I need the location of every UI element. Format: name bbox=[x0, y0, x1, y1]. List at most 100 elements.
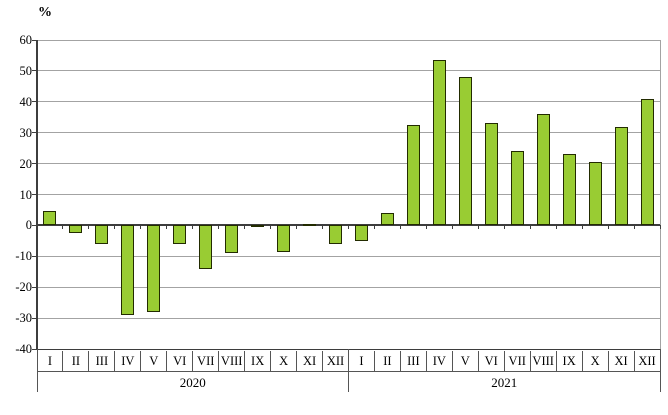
x-axis-tick bbox=[62, 225, 64, 230]
y-axis-tick bbox=[32, 132, 37, 134]
x-axis-tick bbox=[348, 225, 349, 230]
month-label: I bbox=[47, 354, 53, 368]
month-label: VI bbox=[484, 354, 498, 368]
x-axis-tick bbox=[218, 225, 220, 230]
month-label: II bbox=[71, 354, 81, 368]
bar-2020-VIII bbox=[225, 225, 239, 254]
month-label: XI bbox=[614, 354, 628, 368]
x-axis-tick bbox=[529, 225, 531, 230]
y-tick-label: 30 bbox=[19, 125, 33, 140]
gridline bbox=[37, 163, 660, 165]
year-group-separator bbox=[659, 349, 661, 392]
month-label: VII bbox=[197, 354, 215, 368]
y-axis-tick bbox=[32, 317, 37, 319]
x-axis-tick bbox=[166, 225, 168, 230]
y-axis-tick bbox=[32, 255, 37, 257]
bar-2021-XII bbox=[640, 98, 654, 226]
month-separator bbox=[62, 351, 64, 371]
month-separator bbox=[218, 351, 220, 371]
x-axis-tick bbox=[555, 225, 557, 230]
month-label: IV bbox=[432, 354, 446, 368]
month-separator bbox=[373, 351, 375, 371]
bar-2021-VI bbox=[484, 123, 498, 226]
x-axis-tick bbox=[322, 225, 324, 230]
x-axis-tick bbox=[581, 225, 583, 230]
gridline bbox=[37, 194, 660, 195]
y-axis-tick bbox=[32, 101, 37, 103]
bar-2021-I bbox=[354, 225, 368, 241]
month-separator bbox=[581, 351, 583, 371]
y-axis-tick bbox=[32, 39, 37, 41]
y-tick-label: -10 bbox=[15, 249, 32, 264]
bar-2020-V bbox=[147, 225, 161, 312]
x-axis-tick bbox=[425, 225, 427, 230]
month-separator bbox=[296, 351, 298, 371]
bar-2020-IV bbox=[121, 225, 135, 315]
month-separator bbox=[451, 351, 453, 371]
month-separator bbox=[555, 351, 557, 371]
y-tick-label: -40 bbox=[15, 342, 32, 356]
x-axis-tick bbox=[451, 225, 453, 230]
x-axis-tick bbox=[659, 225, 661, 230]
month-label: IV bbox=[121, 354, 135, 368]
month-separator bbox=[503, 351, 505, 371]
month-separator bbox=[529, 351, 531, 371]
month-label: V bbox=[460, 354, 470, 368]
bar-2020-IX bbox=[251, 225, 265, 228]
month-label: IX bbox=[251, 354, 265, 368]
x-axis-tick bbox=[477, 225, 479, 230]
y-axis-tick bbox=[32, 163, 37, 165]
gridline bbox=[37, 39, 660, 41]
year-label-2021: 2021 bbox=[491, 375, 518, 390]
bar-2020-X bbox=[277, 225, 291, 252]
month-separator bbox=[322, 351, 324, 371]
month-separator bbox=[425, 351, 427, 371]
month-label: X bbox=[279, 354, 289, 368]
month-label: VIII bbox=[220, 354, 243, 368]
bar-2020-VII bbox=[199, 225, 213, 269]
month-label: III bbox=[407, 354, 420, 368]
y-tick-label: 20 bbox=[19, 156, 33, 171]
bar-2021-X bbox=[588, 162, 602, 226]
month-label: XI bbox=[302, 354, 317, 368]
x-axis-tick bbox=[270, 225, 272, 230]
month-separator bbox=[607, 351, 609, 371]
bar-2021-II bbox=[380, 213, 394, 226]
x-axis-tick bbox=[114, 225, 116, 230]
gridline bbox=[37, 286, 660, 288]
bar-2021-V bbox=[458, 77, 472, 226]
x-axis-tick bbox=[373, 225, 375, 230]
y-axis-tick bbox=[32, 348, 37, 350]
month-separator bbox=[192, 351, 194, 371]
x-axis-tick bbox=[296, 225, 298, 230]
bar-2021-VII bbox=[510, 151, 524, 226]
month-label: X bbox=[590, 354, 600, 368]
x-axis-tick bbox=[88, 225, 90, 230]
month-separator bbox=[244, 351, 246, 371]
month-label: VI bbox=[173, 354, 187, 368]
y-axis-tick bbox=[32, 224, 37, 226]
x-axis-tick bbox=[244, 225, 246, 230]
x-axis-tick bbox=[503, 225, 505, 230]
gridline bbox=[37, 101, 660, 103]
month-label: XII bbox=[638, 354, 656, 368]
month-label: VII bbox=[508, 354, 526, 368]
month-label: I bbox=[359, 354, 364, 368]
bar-2021-III bbox=[406, 124, 420, 226]
month-separator bbox=[88, 351, 90, 371]
y-tick-label: 0 bbox=[25, 218, 32, 233]
bar-2020-XII bbox=[329, 225, 343, 244]
x-axis-tick bbox=[607, 225, 609, 230]
y-axis-tick bbox=[32, 194, 37, 195]
x-axis-tick bbox=[633, 225, 635, 230]
y-axis-line bbox=[36, 40, 38, 349]
bar-2021-IV bbox=[432, 60, 446, 226]
month-separator bbox=[270, 351, 272, 371]
bar-2020-II bbox=[69, 225, 83, 234]
bar-2020-XI bbox=[303, 224, 317, 227]
x-axis-tick bbox=[192, 225, 194, 230]
gridline bbox=[37, 255, 660, 257]
y-axis-unit-label: % bbox=[38, 5, 52, 20]
